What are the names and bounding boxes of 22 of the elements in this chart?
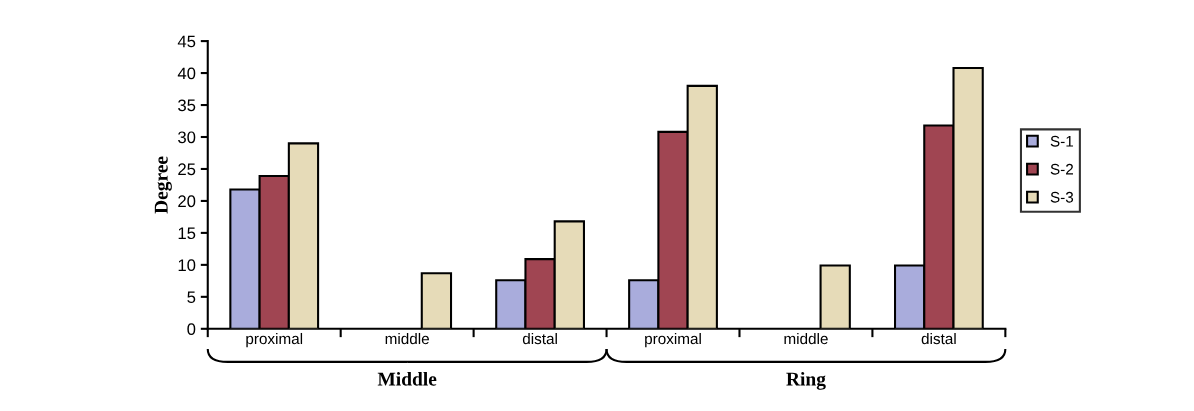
y-tick-label: 35 xyxy=(178,99,196,112)
x-tick-label: distal xyxy=(522,332,557,345)
x-tick-label: middle xyxy=(784,332,828,345)
y-tick-label: 45 xyxy=(177,35,196,48)
y-tick-label: 10 xyxy=(178,259,196,272)
legend-label: S-2 xyxy=(1050,163,1073,175)
text: Ring xyxy=(786,371,826,390)
y-tick-label: 5 xyxy=(187,291,196,304)
x-tick-label: middle xyxy=(385,332,429,345)
x-tick-label: distal xyxy=(921,332,956,345)
x-tick-label: proximal xyxy=(645,332,701,348)
legend-label: S-1 xyxy=(1050,135,1074,147)
y-tick-label: 40 xyxy=(177,67,196,80)
y-tick-label: 25 xyxy=(178,163,196,176)
y-tick-label: 30 xyxy=(178,131,196,144)
y-tick-label: 15 xyxy=(178,227,196,240)
x-tick-label: proximal xyxy=(246,332,303,348)
legend-label: S-3 xyxy=(1050,191,1074,203)
y-tick-label: 20 xyxy=(178,195,196,208)
y-axis-title: Degree xyxy=(154,156,172,214)
y-tick-label: 0 xyxy=(187,323,196,335)
text: Middle xyxy=(377,371,437,386)
